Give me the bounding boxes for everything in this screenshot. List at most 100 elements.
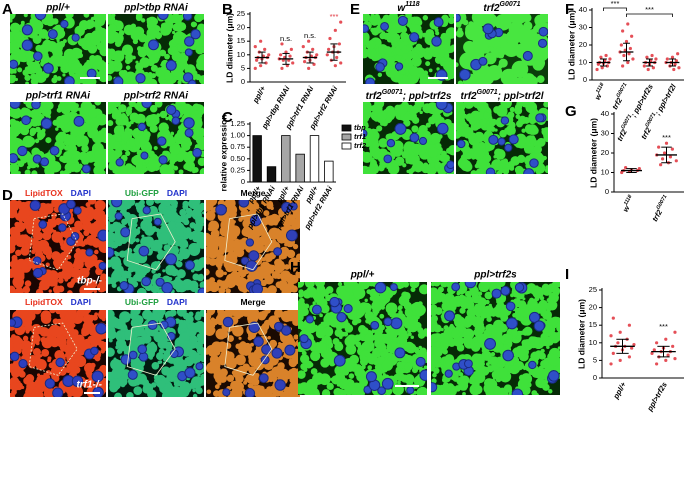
nucleus <box>407 387 414 394</box>
droplet <box>142 379 149 386</box>
droplet <box>94 312 98 316</box>
bar <box>267 167 276 182</box>
data-point <box>625 40 628 43</box>
droplet <box>30 128 37 135</box>
droplet <box>383 15 391 23</box>
nucleus <box>115 213 122 220</box>
droplet <box>357 319 362 324</box>
droplet <box>267 336 270 339</box>
droplet <box>18 274 24 280</box>
label: trf2G0071 <box>483 1 520 13</box>
droplet <box>25 344 29 348</box>
droplet <box>193 23 197 27</box>
y-tick-label: 15 <box>237 36 245 45</box>
droplet <box>26 224 36 234</box>
droplet <box>404 374 414 384</box>
droplet <box>554 278 563 287</box>
droplet <box>383 46 392 55</box>
droplet <box>141 235 144 238</box>
droplet <box>311 368 318 375</box>
droplet <box>430 333 439 342</box>
nucleus <box>249 251 259 261</box>
droplet <box>456 22 462 28</box>
droplet <box>448 10 455 17</box>
droplet <box>458 80 464 86</box>
droplet <box>65 134 77 146</box>
droplet <box>127 57 133 63</box>
droplet <box>131 338 139 346</box>
nucleus <box>184 118 194 128</box>
droplet <box>442 336 450 344</box>
droplet <box>109 338 113 342</box>
droplet <box>462 286 467 291</box>
droplet <box>6 236 17 247</box>
droplet <box>503 75 509 81</box>
droplet <box>258 386 265 393</box>
droplet <box>40 327 50 337</box>
droplet <box>153 261 160 268</box>
droplet <box>78 314 81 317</box>
nucleus <box>216 204 227 215</box>
droplet <box>254 309 259 314</box>
droplet <box>94 250 99 255</box>
data-point <box>280 67 283 70</box>
micrograph <box>426 277 563 399</box>
droplet <box>277 261 284 268</box>
droplet <box>171 309 175 313</box>
droplet <box>237 375 241 379</box>
droplet <box>496 47 501 52</box>
droplet <box>131 24 136 29</box>
nucleus <box>30 200 40 210</box>
droplet <box>107 223 110 226</box>
nucleus <box>300 335 308 343</box>
droplet <box>518 300 527 309</box>
data-point <box>626 61 629 64</box>
droplet <box>359 48 369 58</box>
droplet <box>151 73 156 78</box>
droplet <box>531 33 539 41</box>
droplet <box>228 210 237 219</box>
nucleus <box>141 152 148 159</box>
droplet <box>306 305 309 308</box>
droplet <box>137 227 140 230</box>
droplet <box>402 34 410 42</box>
droplet <box>295 300 306 311</box>
droplet <box>406 44 413 51</box>
droplet <box>234 239 240 245</box>
droplet <box>354 334 361 341</box>
nucleus <box>501 117 508 124</box>
droplet <box>160 225 169 234</box>
droplet <box>378 347 383 352</box>
droplet <box>297 370 306 379</box>
y-tick-label: 25 <box>589 285 597 294</box>
droplet <box>379 314 384 319</box>
data-point <box>339 21 342 24</box>
droplet <box>435 307 443 315</box>
droplet <box>42 246 52 256</box>
droplet <box>111 107 118 114</box>
y-axis-title: LD diameter (μm) <box>224 13 234 83</box>
droplet <box>171 46 178 53</box>
legend-swatch <box>342 143 351 149</box>
droplet <box>435 31 439 35</box>
droplet <box>194 13 203 22</box>
channel-labels: LipidTOXDAPI <box>25 188 91 198</box>
droplet <box>60 170 65 175</box>
y-tick-label: 0.75 <box>230 142 245 151</box>
nucleus <box>539 27 548 36</box>
droplet <box>473 305 482 314</box>
y-tick-label: 0.25 <box>230 165 245 174</box>
droplet <box>47 358 51 362</box>
y-tick-label: 20 <box>589 303 597 312</box>
droplet <box>182 204 188 210</box>
label-part: 1118 <box>595 82 606 95</box>
droplet <box>539 384 543 388</box>
droplet <box>196 128 205 137</box>
droplet <box>114 61 119 66</box>
droplet <box>459 375 469 385</box>
image-title: ppl/+ <box>45 3 70 14</box>
data-point <box>621 64 624 67</box>
droplet <box>415 306 425 316</box>
droplet <box>514 77 527 90</box>
y-tick-label: 0 <box>241 77 245 86</box>
